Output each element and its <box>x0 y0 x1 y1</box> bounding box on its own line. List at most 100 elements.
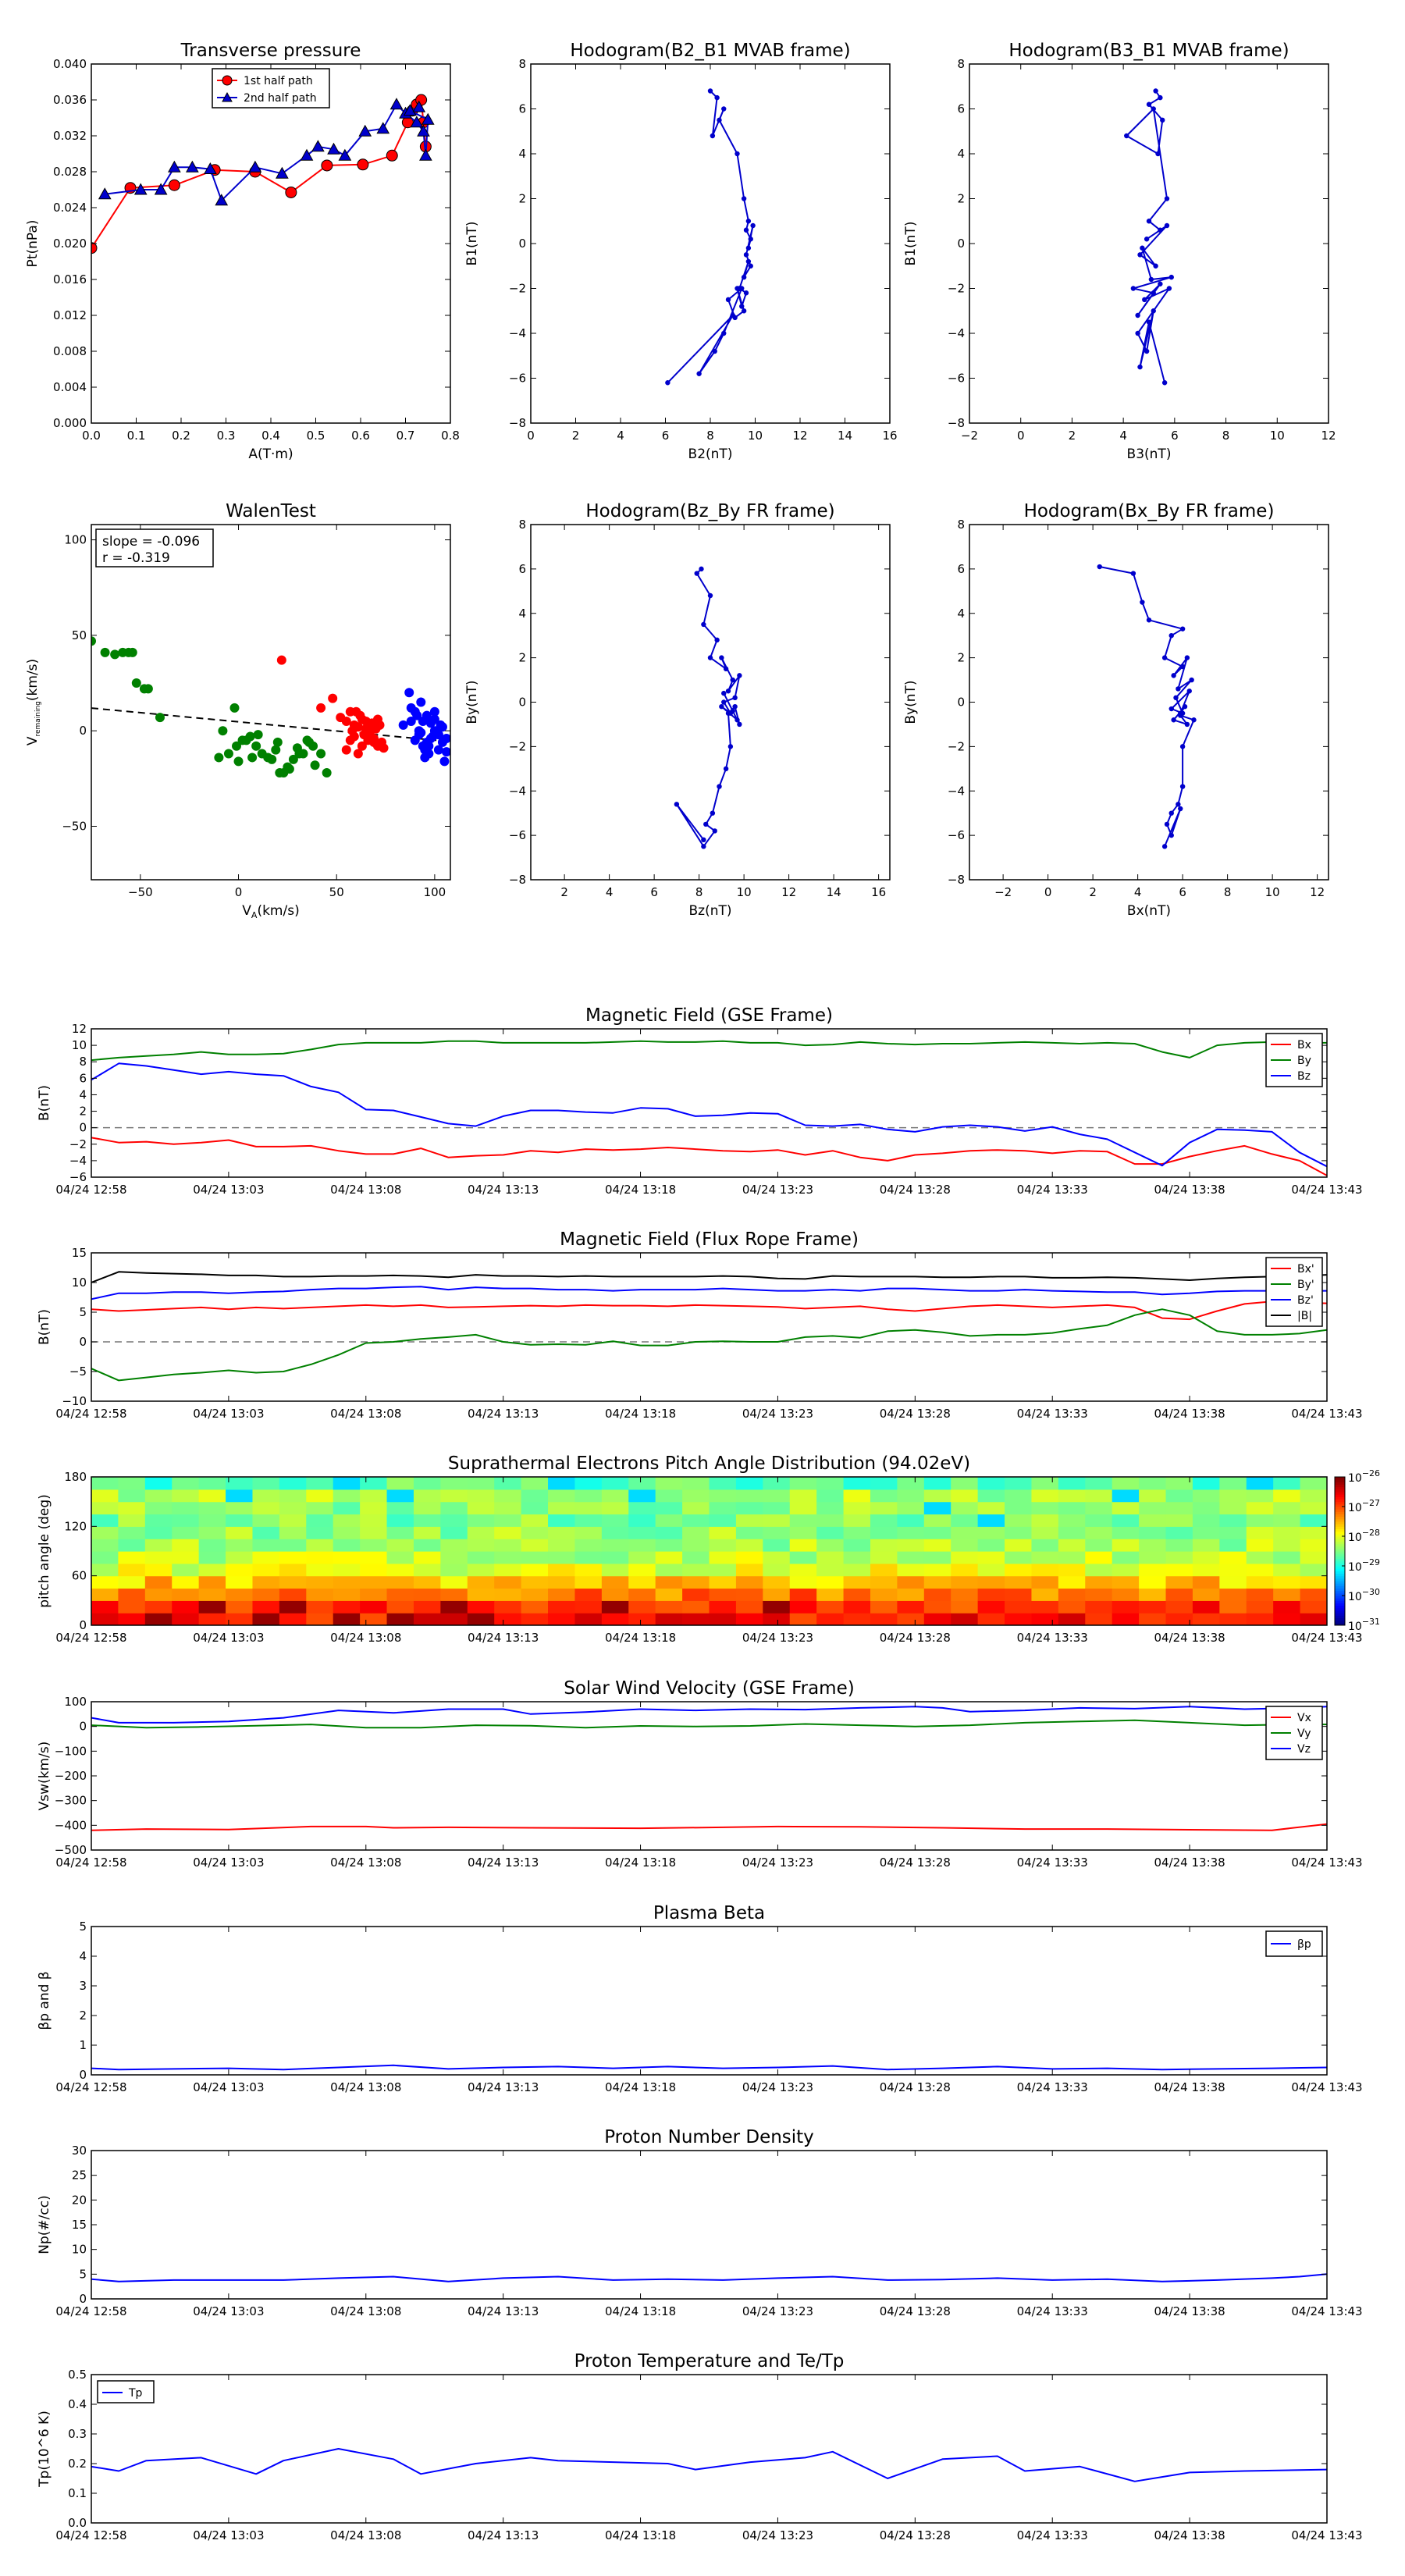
data-point <box>353 749 363 759</box>
x-tick-label: 04/24 13:23 <box>742 2080 813 2094</box>
data-point <box>133 183 148 195</box>
x-tick-label: 04/24 13:13 <box>468 1183 539 1197</box>
heatmap-cell <box>977 1514 1005 1527</box>
y-tick-label: 0.020 <box>53 237 87 251</box>
data-point <box>1135 312 1140 318</box>
y-tick-label: −8 <box>509 416 526 430</box>
heatmap-cell <box>655 1539 683 1552</box>
colorbar-segment <box>1335 1566 1345 1569</box>
heatmap-cell <box>1165 1526 1193 1539</box>
y-tick-label: 0 <box>79 1618 87 1632</box>
heatmap-cell <box>816 1526 845 1539</box>
heatmap-cell <box>735 1551 763 1564</box>
heatmap-cell <box>386 1600 414 1614</box>
x-tick-label: 04/24 13:03 <box>193 2304 264 2318</box>
heatmap-cell <box>601 1600 629 1614</box>
heatmap-cell <box>226 1539 254 1552</box>
x-tick-label: 14 <box>827 885 841 899</box>
heatmap-cell <box>1005 1563 1033 1577</box>
heatmap-cell <box>279 1551 307 1564</box>
data-point <box>721 330 727 336</box>
heatmap-cell <box>1300 1575 1327 1589</box>
data-point <box>310 760 320 770</box>
heatmap-cell <box>521 1501 549 1515</box>
data-point <box>743 290 749 296</box>
heatmap-cell <box>977 1600 1005 1614</box>
heatmap-cell <box>1165 1600 1193 1614</box>
heatmap-cell <box>1112 1477 1140 1490</box>
heatmap-cell <box>467 1613 495 1625</box>
data-point <box>1164 222 1170 229</box>
x-tick-label: 04/24 13:43 <box>1291 1407 1362 1421</box>
heatmap-cell <box>1005 1551 1033 1564</box>
chart-transverse-pressure: Transverse pressure 0.0 0.1 0.2 0.3 0.4 0.5 0.6… <box>25 41 460 462</box>
heatmap-cell <box>789 1526 817 1539</box>
y-tick-label: 0.3 <box>68 2427 87 2441</box>
heatmap-cell <box>870 1600 898 1614</box>
data-point <box>750 222 756 229</box>
data-point <box>1161 380 1168 386</box>
x-tick-label: 04/24 13:38 <box>1154 1631 1225 1645</box>
heatmap-cell <box>360 1613 388 1625</box>
heatmap-cell <box>333 1563 361 1577</box>
legend-label: Bx' <box>1297 1263 1314 1276</box>
data-point <box>730 708 735 714</box>
heatmap-cell <box>333 1539 361 1552</box>
x-tick-label: 04/24 13:08 <box>330 1631 401 1645</box>
heatmap-cell <box>574 1588 603 1601</box>
legend: Bx By Bz <box>1265 1033 1323 1087</box>
y-tick-label: 20 <box>72 2193 87 2207</box>
colorbar-segment <box>1335 1560 1345 1564</box>
plot-area <box>91 2064 1327 2071</box>
y-axis-label: By(nT) <box>903 680 919 724</box>
heatmap-cell <box>306 1514 334 1527</box>
heatmap-cell <box>1273 1551 1301 1564</box>
heatmap-cell <box>1031 1526 1059 1539</box>
data-point <box>1171 717 1176 723</box>
heatmap-cell <box>1300 1539 1327 1552</box>
x-tick-label: 4 <box>606 885 614 899</box>
heatmap-cell <box>548 1551 576 1564</box>
heatmap-cell <box>521 1514 549 1527</box>
colorbar-segment <box>1335 1486 1345 1490</box>
x-tick-label: 0 <box>235 885 243 899</box>
data-point <box>1137 252 1143 258</box>
heatmap-cell <box>118 1551 146 1564</box>
heatmap-cell <box>198 1563 226 1577</box>
legend-label: Vx <box>1297 1712 1311 1724</box>
heatmap-cell <box>1219 1600 1247 1614</box>
heatmap-cell <box>1246 1563 1274 1577</box>
y-tick-label: −4 <box>509 326 526 340</box>
x-tick-label: 0 <box>1044 885 1052 899</box>
y-tick-label: −2 <box>69 1137 87 1151</box>
heatmap-cell <box>386 1501 414 1515</box>
heatmap-cell <box>360 1575 388 1589</box>
heatmap-cell <box>923 1600 951 1614</box>
heatmap-cell <box>897 1575 925 1589</box>
heatmap-cell <box>1246 1575 1274 1589</box>
x-tick-label: 04/24 13:28 <box>880 1183 951 1197</box>
colorbar-segment <box>1335 1509 1345 1512</box>
heatmap-cell <box>91 1588 119 1601</box>
heatmap-cell <box>1273 1613 1301 1625</box>
heatmap-cell <box>951 1575 979 1589</box>
data-point <box>417 124 430 137</box>
x-tick-label: 16 <box>871 885 886 899</box>
heatmap-cell <box>306 1477 334 1490</box>
series-vy-line <box>91 1719 1327 1729</box>
plot-frame <box>91 2150 1328 2300</box>
data-point <box>422 710 432 720</box>
heatmap-cell <box>252 1477 280 1490</box>
data-point <box>214 753 224 763</box>
heatmap-cell <box>655 1613 683 1625</box>
heatmap-cell <box>789 1551 817 1564</box>
x-tick-label: 0.4 <box>261 429 280 443</box>
heatmap-cell <box>333 1551 361 1564</box>
data-point <box>419 148 432 161</box>
heatmap-cell <box>897 1489 925 1503</box>
heatmap-cell <box>172 1551 200 1564</box>
colorbar-segment <box>1335 1543 1345 1547</box>
data-point <box>1161 655 1168 660</box>
heatmap-cell <box>172 1501 200 1515</box>
data-point <box>714 94 720 101</box>
